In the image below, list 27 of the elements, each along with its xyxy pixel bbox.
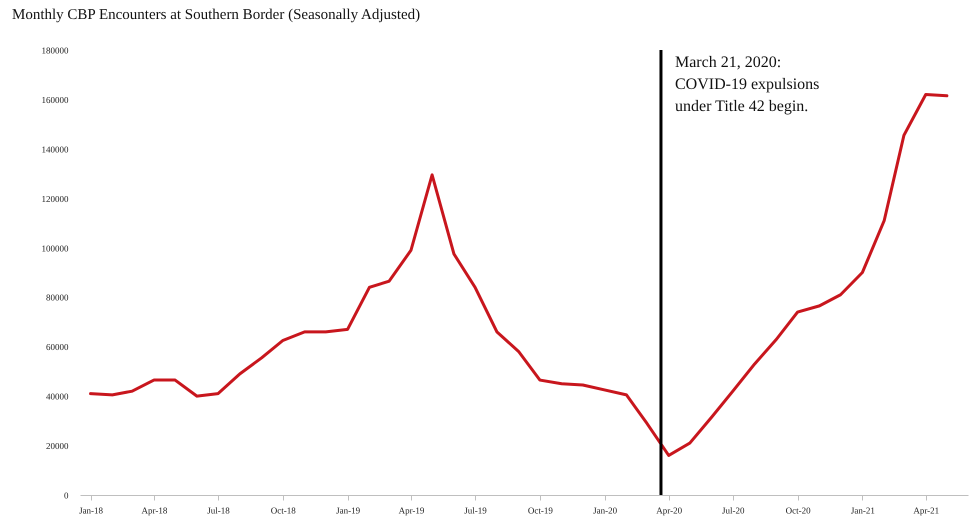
x-tick-label: Apr-20 [656,506,683,516]
y-tick-label: 180000 [42,46,69,56]
x-tick-label: Jan-20 [593,506,618,516]
y-tick-label: 160000 [42,94,69,105]
x-tick-label: Jan-18 [79,506,104,516]
x-tick-label: Apr-18 [142,506,168,516]
y-tick-label: 80000 [46,292,69,303]
x-tick-label: Oct-18 [270,506,296,516]
x-tick-label: Jan-19 [336,506,361,516]
y-tick-label: 40000 [46,392,69,402]
x-tick-label: Jul-20 [722,506,746,516]
ref-line-label: March 21, 2020: COVID-19 expulsions under Title 42 begin. [674,54,820,115]
x-tick-label: Oct-20 [786,506,812,516]
y-tick-label: 60000 [46,342,69,352]
x-tick-label: Jul-19 [464,506,488,516]
chart-title: Monthly CBP Encounters at Southern Border (Seasonally Adjusted) [12,7,420,23]
line-series [89,93,948,457]
x-tick-label: Apr-21 [913,506,940,516]
x-tick-label: Oct-19 [528,506,554,516]
y-tick-label: 100000 [42,243,69,254]
y-tick-label: 120000 [42,194,69,204]
x-tick-label: Apr-19 [398,506,425,516]
y-tick-label: 0 [64,490,69,500]
y-tick-label: 140000 [42,144,69,154]
x-tick-label: Jul-18 [207,506,230,516]
y-tick-label: 20000 [46,441,69,452]
x-tick-label: Jan-21 [850,506,875,516]
